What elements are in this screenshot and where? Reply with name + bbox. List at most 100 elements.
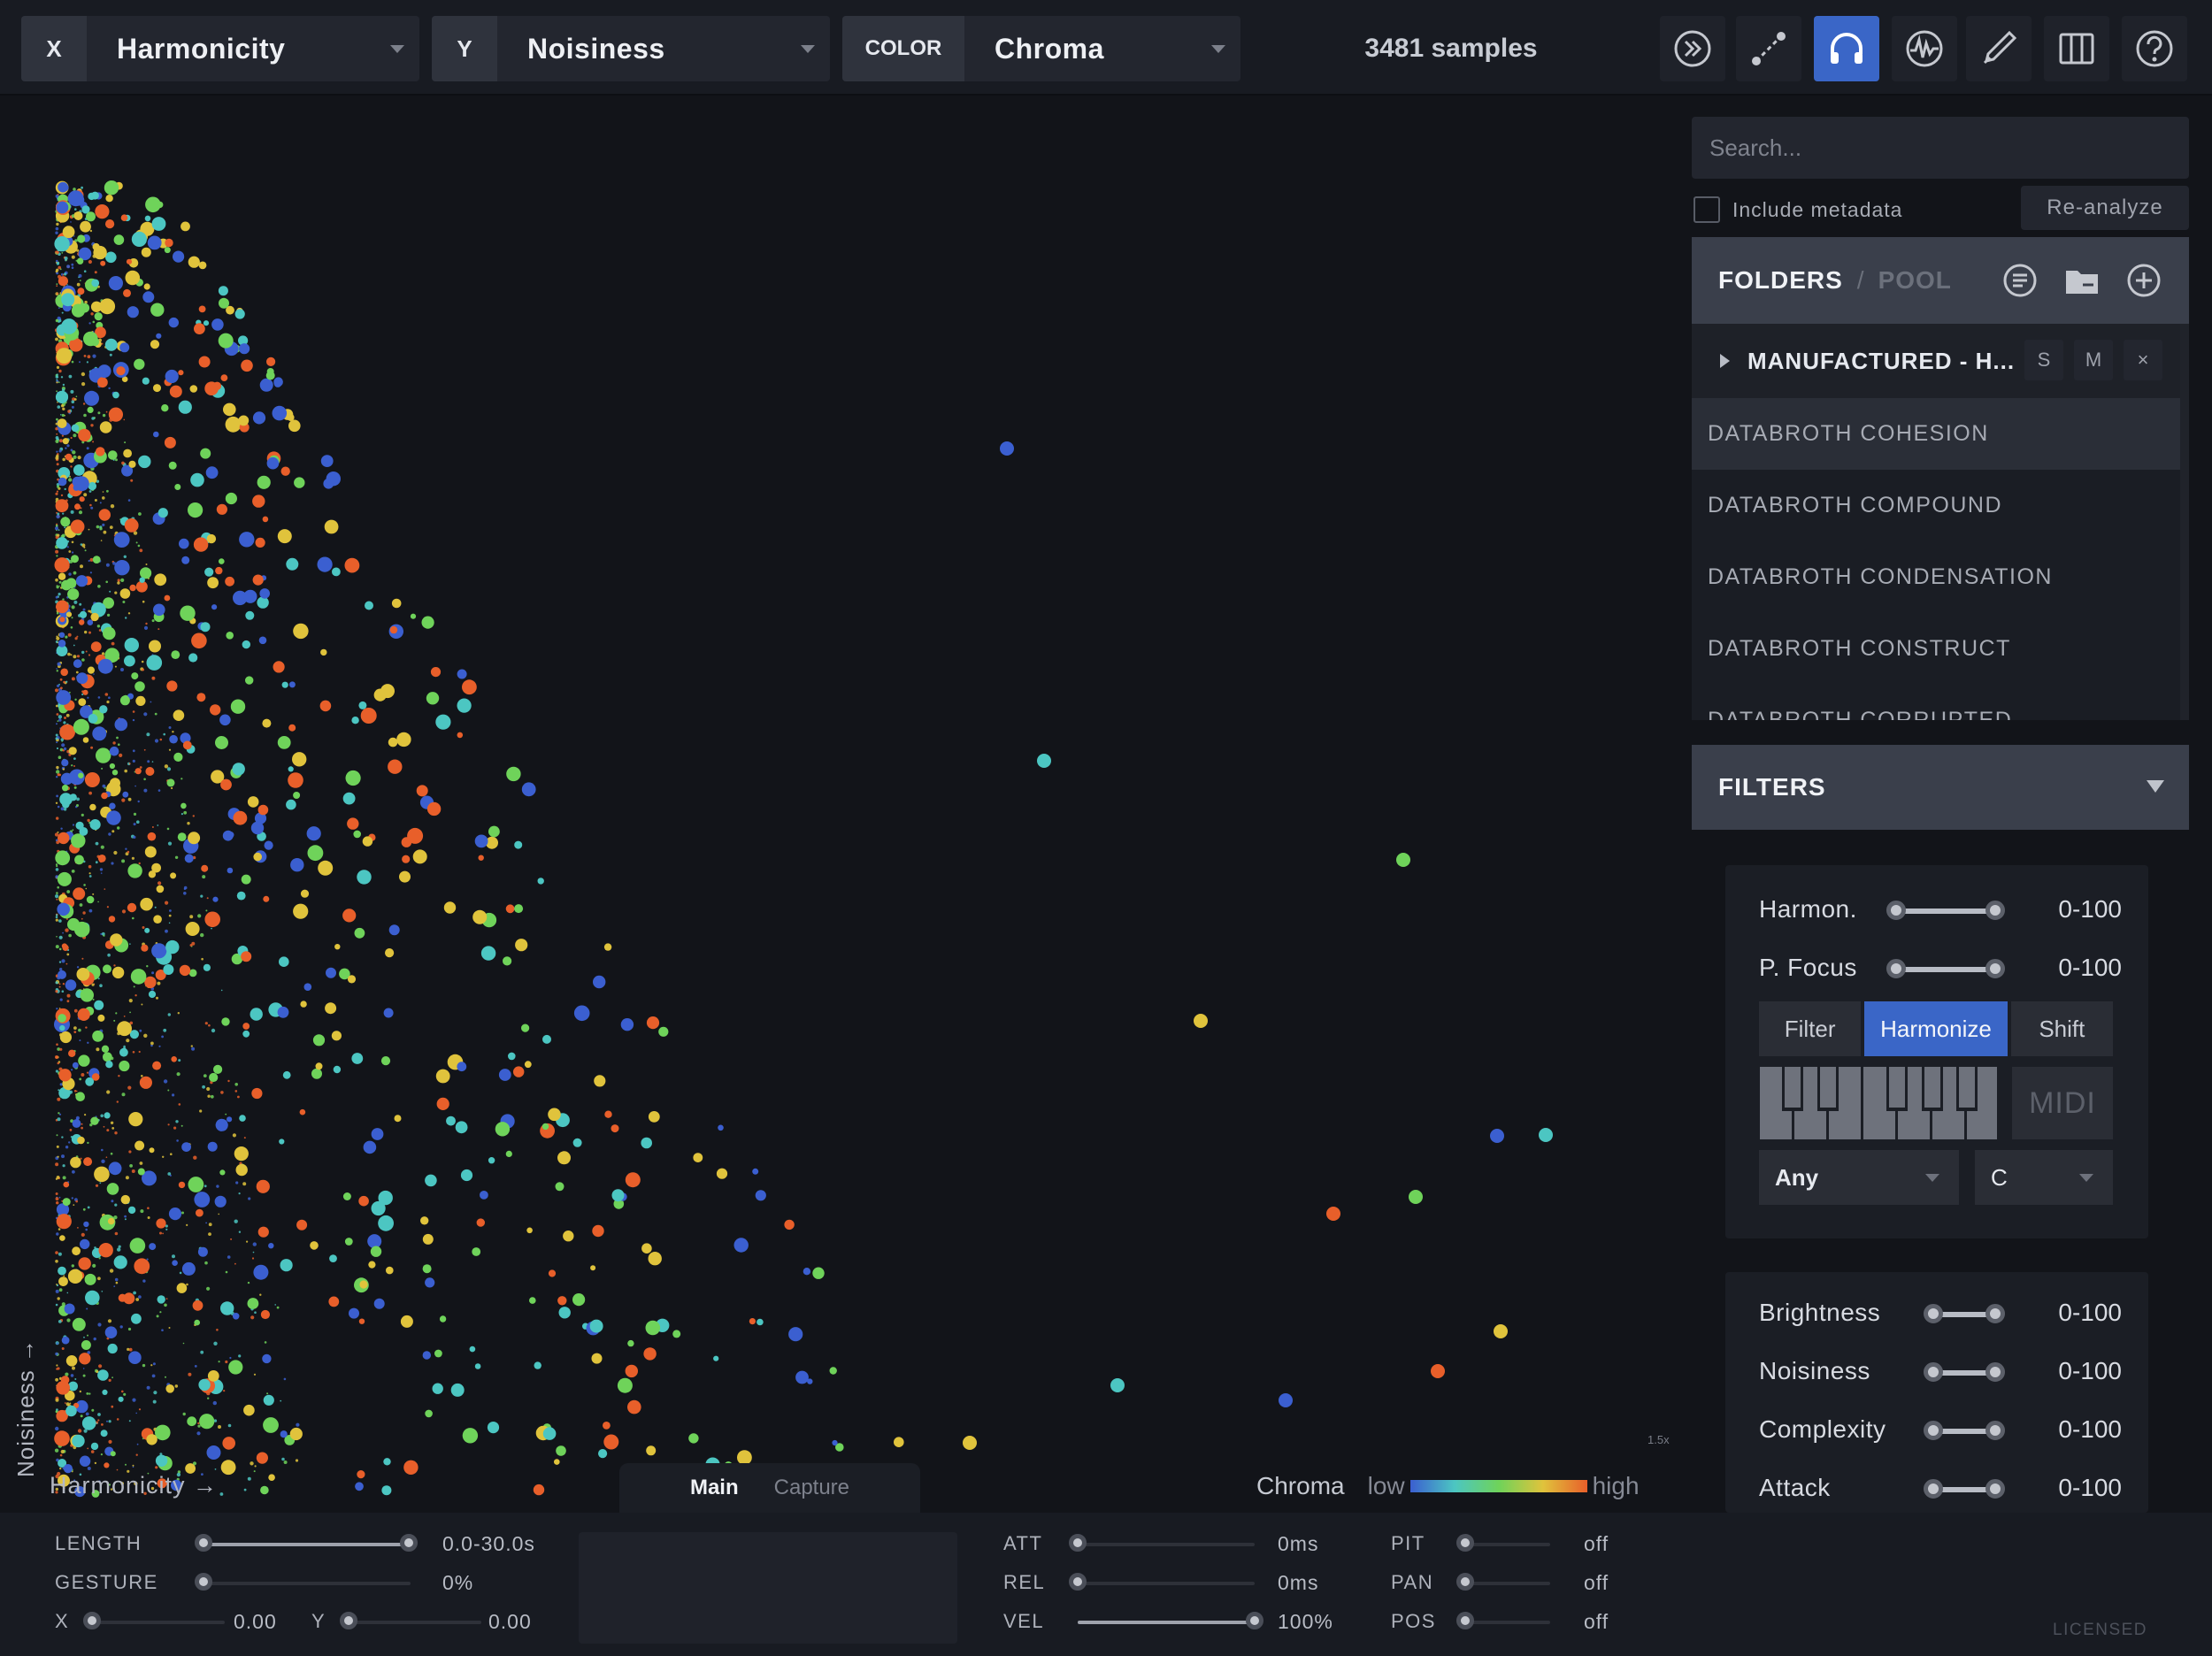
sample-dot[interactable] — [227, 867, 234, 874]
sample-dot[interactable] — [251, 1087, 263, 1100]
sample-dot[interactable] — [73, 600, 78, 604]
sample-dot[interactable] — [65, 962, 68, 965]
sample-dot[interactable] — [83, 413, 87, 418]
sample-dot[interactable] — [164, 247, 171, 254]
sample-dot[interactable] — [128, 1347, 133, 1352]
sample-dot[interactable] — [80, 1157, 82, 1160]
sample-dot[interactable] — [68, 478, 73, 482]
sample-dot[interactable] — [55, 427, 58, 431]
sample-dot[interactable] — [204, 1022, 208, 1025]
sample-dot[interactable] — [62, 1176, 66, 1180]
sample-dot[interactable] — [117, 579, 120, 582]
sample-dot[interactable] — [114, 1203, 118, 1207]
sample-dot[interactable] — [462, 1428, 479, 1444]
sample-dot[interactable] — [147, 1216, 150, 1219]
sample-dot[interactable] — [85, 1228, 88, 1231]
sample-dot[interactable] — [62, 768, 65, 770]
sample-dot[interactable] — [101, 767, 104, 770]
sample-dot[interactable] — [57, 886, 59, 889]
sample-dot[interactable] — [58, 640, 66, 648]
sample-dot[interactable] — [593, 975, 606, 989]
sample-dot[interactable] — [194, 1192, 211, 1208]
sample-dot[interactable] — [294, 477, 305, 488]
sample-dot[interactable] — [79, 361, 81, 364]
sample-dot[interactable] — [59, 1031, 72, 1044]
sample-dot[interactable] — [63, 1275, 65, 1277]
sample-dot[interactable] — [56, 1364, 58, 1367]
sample-dot[interactable] — [111, 966, 125, 979]
sample-dot[interactable] — [1409, 1190, 1423, 1204]
sample-dot[interactable] — [55, 850, 71, 866]
sample-dot[interactable] — [207, 1370, 219, 1382]
sample-dot[interactable] — [70, 626, 73, 629]
sample-dot[interactable] — [116, 1418, 119, 1421]
sample-dot[interactable] — [89, 571, 92, 574]
sample-dot[interactable] — [88, 528, 90, 531]
sample-dot[interactable] — [68, 1049, 76, 1058]
sample-dot[interactable] — [239, 343, 250, 355]
sample-dot[interactable] — [143, 748, 146, 751]
sample-dot[interactable] — [178, 400, 192, 414]
sample-dot[interactable] — [59, 1047, 63, 1051]
sample-dot[interactable] — [60, 668, 68, 677]
sample-dot[interactable] — [83, 546, 86, 548]
sample-dot[interactable] — [71, 266, 74, 269]
sample-dot[interactable] — [67, 190, 84, 207]
sample-dot[interactable] — [88, 872, 91, 875]
sample-dot[interactable] — [107, 953, 111, 957]
sample-dot[interactable] — [211, 770, 225, 784]
sample-dot[interactable] — [172, 731, 174, 733]
sample-dot[interactable] — [186, 1283, 188, 1286]
sample-dot[interactable] — [190, 472, 204, 487]
sample-dot[interactable] — [55, 1377, 58, 1382]
sample-dot[interactable] — [347, 975, 357, 984]
sample-dot[interactable] — [225, 1360, 228, 1364]
sample-dot[interactable] — [283, 1377, 287, 1381]
sample-dot[interactable] — [155, 970, 166, 980]
sample-dot[interactable] — [119, 588, 131, 599]
sample-dot[interactable] — [70, 519, 85, 534]
sample-dot[interactable] — [131, 672, 139, 680]
range-max-handle[interactable] — [1985, 1362, 2005, 1382]
sample-dot[interactable] — [138, 1408, 142, 1411]
sample-dot[interactable] — [89, 557, 94, 562]
sample-dot[interactable] — [64, 272, 67, 276]
sample-dot[interactable] — [97, 1419, 100, 1422]
sample-dot[interactable] — [829, 1367, 837, 1375]
sample-dot[interactable] — [55, 524, 58, 527]
sample-dot[interactable] — [114, 717, 128, 732]
sample-dot[interactable] — [238, 1230, 242, 1233]
sample-dot[interactable] — [55, 497, 59, 502]
sample-dot[interactable] — [183, 887, 187, 891]
sample-dot[interactable] — [199, 1414, 215, 1430]
sample-dot[interactable] — [127, 1347, 130, 1351]
sample-dot[interactable] — [71, 617, 73, 619]
sample-dot[interactable] — [58, 715, 63, 719]
sample-dot[interactable] — [66, 953, 70, 956]
sample-dot[interactable] — [191, 1046, 196, 1051]
sample-dot[interactable] — [73, 455, 77, 459]
sample-dot[interactable] — [56, 1145, 59, 1148]
sample-dot[interactable] — [197, 1246, 208, 1257]
sample-dot[interactable] — [894, 1437, 904, 1447]
sample-dot[interactable] — [219, 297, 229, 309]
sample-dot[interactable] — [60, 738, 65, 741]
sample-dot[interactable] — [399, 870, 411, 883]
sample-dot[interactable] — [61, 579, 72, 591]
sample-dot[interactable] — [225, 416, 242, 433]
sample-dot[interactable] — [300, 1000, 307, 1008]
sample-dot[interactable] — [250, 1008, 263, 1021]
folder-item[interactable]: DATABROTH COHESION — [1692, 398, 2180, 470]
sample-dot[interactable] — [166, 767, 172, 771]
vel-handle[interactable] — [1246, 1612, 1263, 1629]
sample-dot[interactable] — [604, 1110, 612, 1118]
sample-dot[interactable] — [253, 1470, 256, 1473]
sample-dot[interactable] — [87, 1041, 89, 1045]
sample-dot[interactable] — [109, 525, 113, 529]
sample-dot[interactable] — [58, 773, 61, 777]
sample-dot[interactable] — [293, 623, 309, 640]
sample-dot[interactable] — [402, 855, 411, 863]
sample-dot[interactable] — [87, 1447, 89, 1450]
sample-dot[interactable] — [109, 353, 112, 356]
sample-dot[interactable] — [200, 448, 211, 459]
